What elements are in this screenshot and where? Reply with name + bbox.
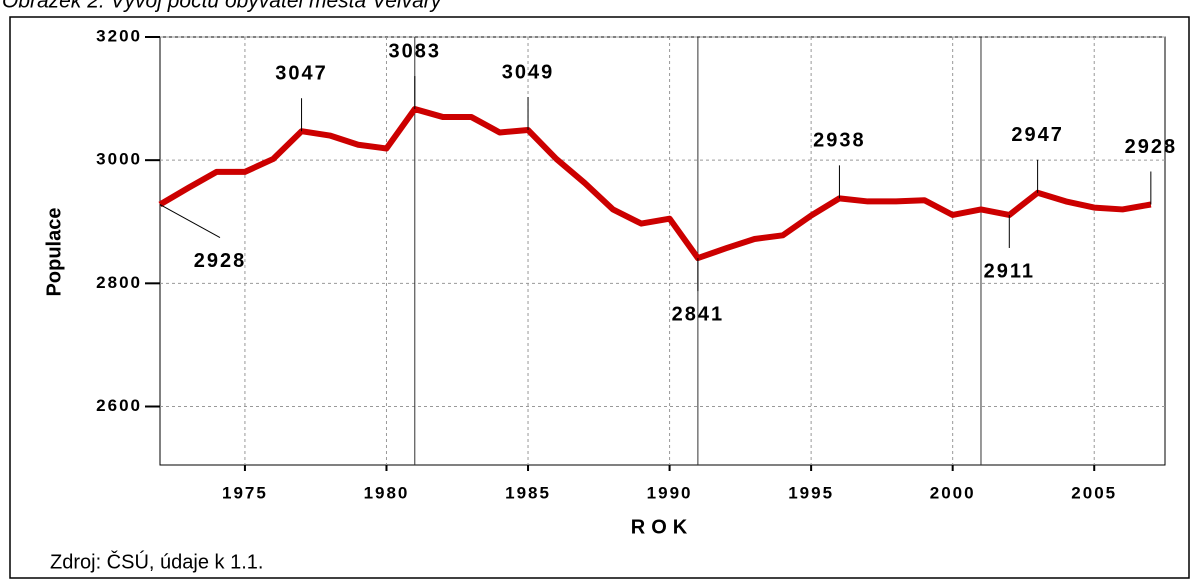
y-axis-label: Populace <box>43 208 65 297</box>
data-label: 3047 <box>275 63 328 85</box>
y-tick-label: 2600 <box>96 396 142 415</box>
x-tick-label: 2000 <box>930 483 976 502</box>
label-leader <box>159 204 221 238</box>
data-label: 3083 <box>389 40 442 62</box>
data-label: 2928 <box>1125 136 1178 158</box>
data-label: 2947 <box>1011 124 1064 146</box>
chart-title: Obrázek 2: Vývoj počtu obyvatel města Ve… <box>2 0 443 13</box>
x-tick-label: 1990 <box>647 483 693 502</box>
plot-area <box>159 36 1166 466</box>
data-label: 2938 <box>813 130 866 152</box>
data-label: 2841 <box>672 303 725 325</box>
x-tick-label: 1985 <box>505 483 551 502</box>
x-tick-label: 2005 <box>1071 483 1117 502</box>
y-tick-label: 3200 <box>96 26 142 45</box>
frame <box>9 16 1190 579</box>
x-tick-label: 1995 <box>788 483 834 502</box>
data-line <box>158 106 1152 262</box>
x-tick-label: 1975 <box>222 483 268 502</box>
data-label: 2911 <box>984 260 1035 282</box>
x-tick-label: 1980 <box>364 483 410 502</box>
source-note: Zdroj: ČSÚ, údaje k 1.1. <box>50 550 263 573</box>
data-label: 3049 <box>502 61 555 83</box>
x-axis-label: ROK <box>631 516 693 538</box>
y-tick-label: 2800 <box>96 273 142 292</box>
data-label: 2928 <box>194 250 247 272</box>
y-tick-label: 3000 <box>96 150 142 169</box>
